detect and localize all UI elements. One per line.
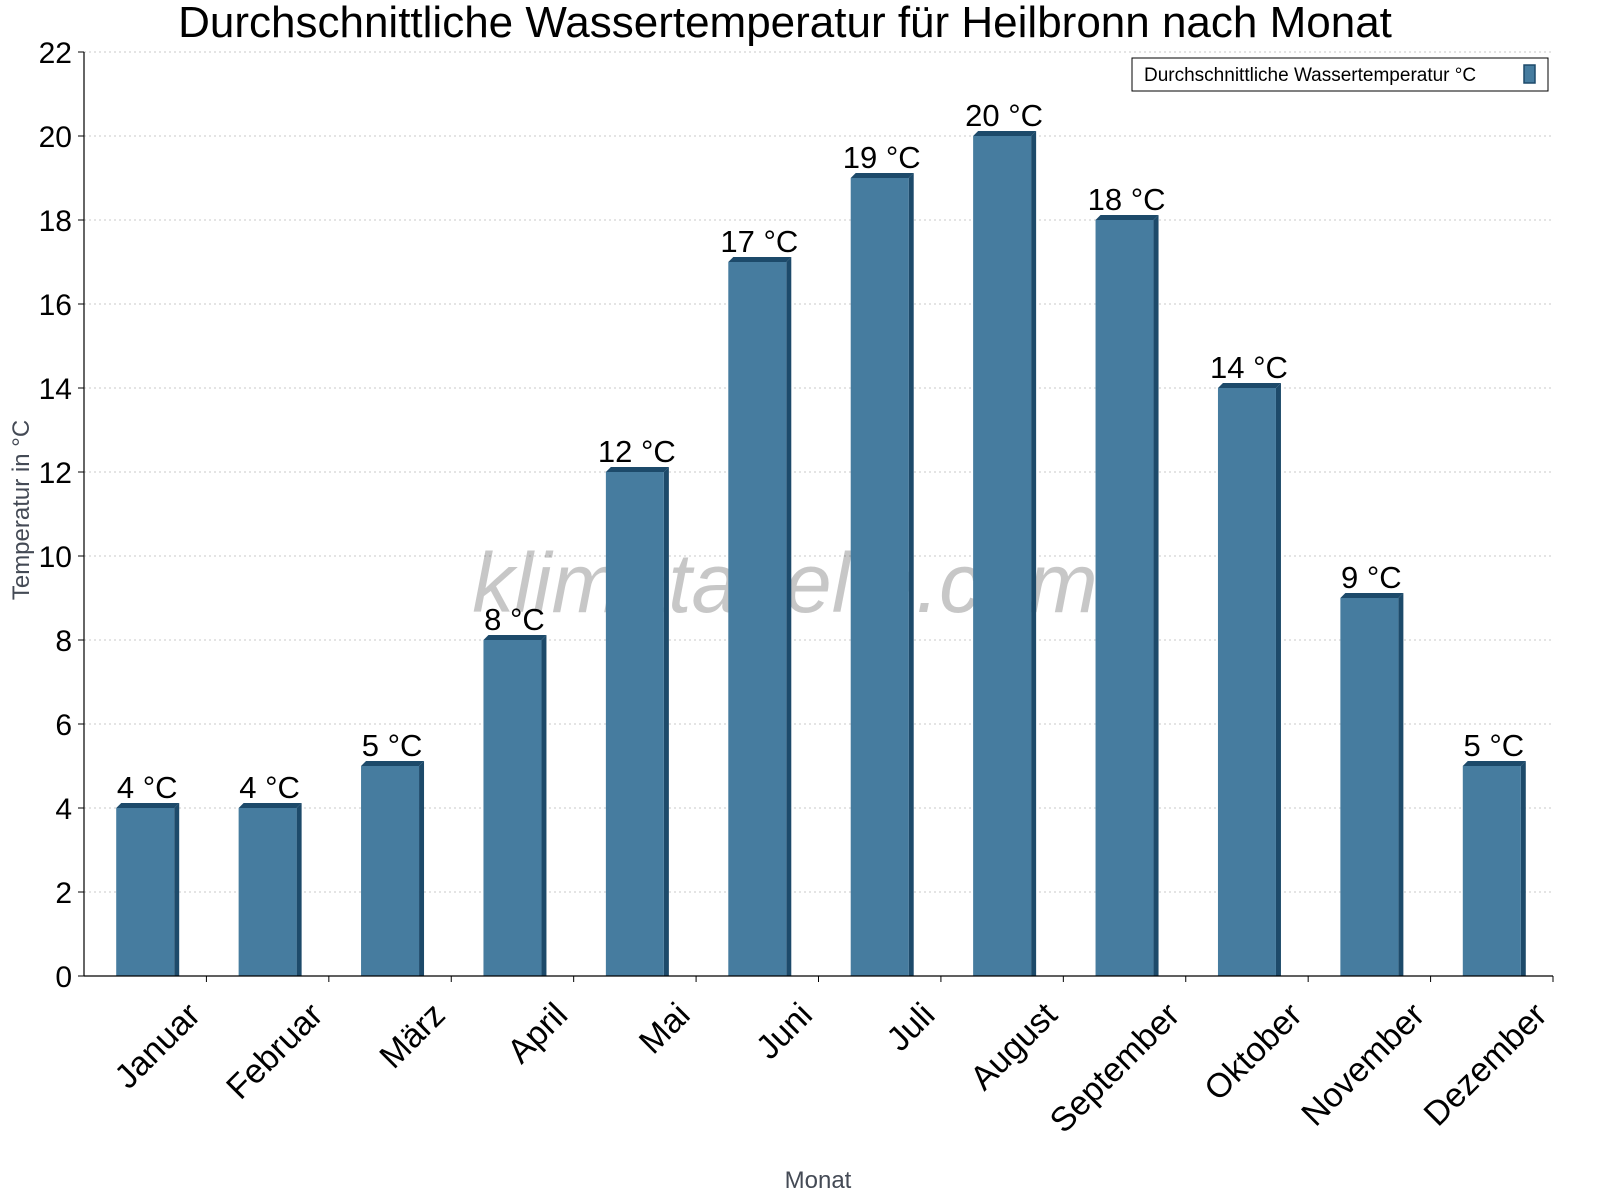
bar-side — [663, 467, 669, 976]
bar-side — [1520, 761, 1526, 976]
y-tick-label: 10 — [39, 541, 72, 574]
bar-front — [1462, 766, 1521, 976]
bar-märz — [361, 761, 425, 976]
data-label: 5 °C — [362, 728, 423, 763]
x-tick-label: August — [963, 995, 1065, 1097]
x-tick-label: September — [1043, 996, 1187, 1140]
bar-oktober — [1217, 383, 1281, 976]
y-tick-label: 4 — [55, 793, 72, 826]
bar-august — [973, 131, 1037, 976]
bar-juli — [850, 173, 914, 976]
bar-front — [850, 178, 909, 976]
y-tick-label: 0 — [55, 961, 72, 994]
bar-front — [238, 808, 297, 976]
x-tick-label: November — [1294, 996, 1432, 1134]
x-axis-title: Monat — [785, 1167, 852, 1194]
bar-side — [174, 803, 180, 976]
bar-side — [1275, 383, 1281, 976]
bars — [116, 131, 1526, 976]
y-tick-label: 8 — [55, 625, 72, 658]
bar-top — [361, 761, 425, 766]
bar-side — [541, 635, 547, 976]
bar-front — [728, 262, 787, 976]
x-tick-labels: Januar Februar März April Mai Juni Juli AugustS… — [107, 995, 1554, 1140]
bar-side — [296, 803, 302, 976]
data-labels: 4 °C 4 °C 5 °C 8 °C 12 °C 17 °C 19 °C 20 °C 18 °… — [117, 98, 1524, 805]
bar-top — [1217, 383, 1281, 388]
data-label: 9 °C — [1341, 560, 1402, 595]
x-tick-label: Juli — [879, 996, 942, 1059]
bar-side — [419, 761, 425, 976]
legend-swatch — [1523, 64, 1536, 84]
bar-top — [973, 131, 1037, 136]
bar-april — [483, 635, 547, 976]
data-label: 4 °C — [239, 770, 300, 805]
bar-side — [786, 257, 792, 976]
bar-september — [1095, 215, 1159, 976]
bar-dezember — [1462, 761, 1526, 976]
axes — [78, 51, 1554, 982]
data-label: 12 °C — [598, 434, 676, 469]
bar-front — [116, 808, 175, 976]
bar-top — [728, 257, 792, 262]
bar-top — [116, 803, 180, 808]
data-label: 5 °C — [1463, 728, 1524, 763]
bar-top — [483, 635, 547, 640]
data-label: 4 °C — [117, 770, 178, 805]
bar-side — [1398, 593, 1404, 976]
data-label: 17 °C — [720, 224, 798, 259]
bar-front — [1095, 220, 1154, 976]
x-tick-label: Januar — [107, 996, 207, 1096]
bar-top — [1340, 593, 1404, 598]
y-tick-label: 12 — [39, 457, 72, 490]
data-label: 8 °C — [484, 602, 545, 637]
bar-front — [605, 472, 664, 976]
data-label: 19 °C — [843, 140, 921, 175]
bar-januar — [116, 803, 180, 976]
bar-front — [1217, 388, 1276, 976]
legend-entry-label: Durchschnittliche Wassertemperatur °C — [1144, 65, 1476, 86]
y-tick-label: 22 — [39, 37, 72, 70]
bar-top — [1462, 761, 1526, 766]
bar-front — [973, 136, 1032, 976]
bar-november — [1340, 593, 1404, 976]
bar-front — [1340, 598, 1399, 976]
bar-side — [1153, 215, 1159, 976]
data-label: 20 °C — [965, 98, 1043, 133]
y-axis-title: Temperatur in °C — [8, 420, 35, 600]
x-tick-label: Oktober — [1197, 996, 1309, 1108]
bar-side — [908, 173, 914, 976]
x-tick-label: Februar — [219, 996, 330, 1107]
bar-front — [483, 640, 542, 976]
bar-side — [1031, 131, 1037, 976]
bar-mai — [605, 467, 669, 976]
bar-top — [238, 803, 302, 808]
x-tick-label: Dezember — [1417, 996, 1555, 1134]
bar-top — [605, 467, 669, 472]
chart-title: Durchschnittliche Wassertemperatur für H… — [178, 0, 1392, 47]
x-tick-label: Juni — [749, 996, 820, 1067]
y-tick-label: 6 — [55, 709, 72, 742]
bar-februar — [238, 803, 302, 976]
x-tick-label: April — [500, 996, 575, 1071]
bar-top — [850, 173, 914, 178]
y-tick-label: 18 — [39, 205, 72, 238]
bar-top — [1095, 215, 1159, 220]
legend: Durchschnittliche Wassertemperatur °C — [1131, 57, 1549, 92]
y-tick-label: 2 — [55, 877, 72, 910]
bar-juni — [728, 257, 792, 976]
x-tick-label: Mai — [632, 996, 698, 1062]
data-label: 14 °C — [1210, 350, 1288, 385]
y-tick-labels: 0 2 4 6 8 10 12 14 16 18 20 22 — [39, 37, 72, 994]
legend-box — [1131, 57, 1549, 92]
x-tick-label: März — [372, 996, 452, 1076]
y-tick-label: 16 — [39, 289, 72, 322]
y-tick-label: 20 — [39, 121, 72, 154]
data-label: 18 °C — [1088, 182, 1166, 217]
gridlines — [84, 51, 1553, 893]
y-tick-label: 14 — [39, 373, 72, 406]
bar-front — [361, 766, 420, 976]
